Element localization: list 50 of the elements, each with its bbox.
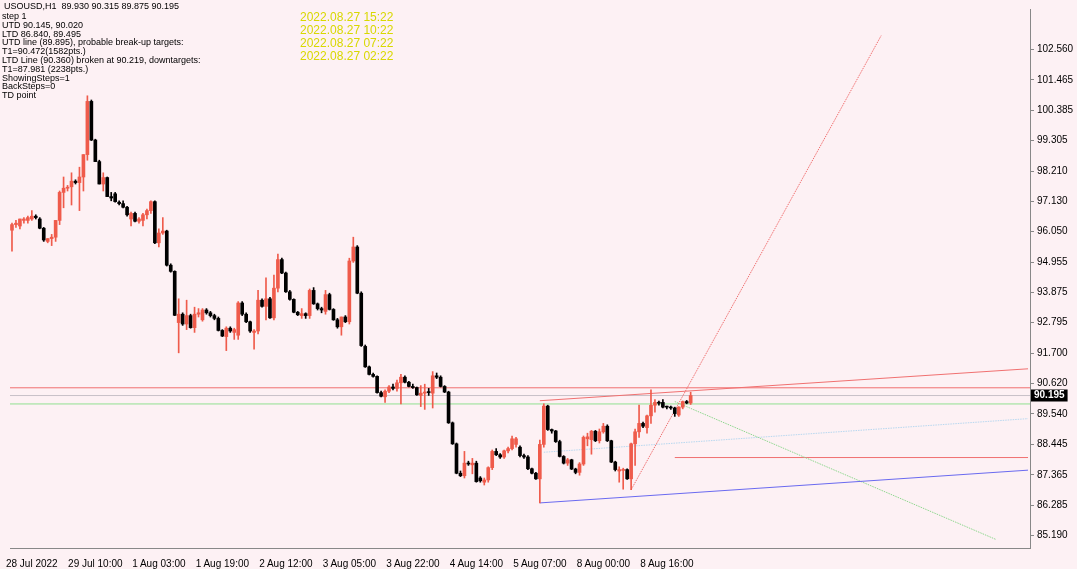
candlestick — [299, 308, 304, 319]
candlestick — [264, 277, 268, 321]
x-tick-label: 3 Aug 22:00 — [386, 557, 440, 569]
candlestick — [30, 210, 34, 221]
x-tick-label: 29 Jul 10:00 — [68, 557, 124, 569]
annotation: step 1 — [2, 10, 27, 21]
y-tick-label: 91.700 — [1037, 347, 1069, 359]
ref-line-label: 90.195 — [1034, 389, 1066, 401]
y-tick-label: 102.560 — [1037, 43, 1074, 55]
y-tick-label: 88.445 — [1037, 438, 1069, 450]
x-tick-label: 8 Aug 00:00 — [576, 557, 631, 569]
annotation: 2022.08.27 15:22 — [300, 10, 394, 25]
candlestick — [617, 466, 622, 483]
candlestick — [22, 217, 26, 224]
y-tick-label: 97.130 — [1037, 195, 1069, 207]
chart-title: USOUSD,H1 89.930 90.315 89.875 90.195 — [4, 0, 180, 11]
y-tick-label: 98.210 — [1037, 164, 1069, 176]
annotation: BackSteps=0 — [2, 81, 56, 92]
candlestick — [426, 388, 431, 396]
y-tick-label: 86.285 — [1037, 498, 1069, 510]
annotation: TD point — [2, 90, 37, 101]
y-tick-label: 87.365 — [1037, 468, 1069, 480]
annotation: 2022.08.27 07:22 — [300, 36, 394, 51]
y-tick-label: 99.305 — [1037, 134, 1069, 146]
x-tick-label: 1 Aug 03:00 — [132, 557, 186, 569]
annotation: LTD 86.840, 89.495 — [2, 28, 81, 39]
y-tick-label: 89.540 — [1037, 407, 1069, 419]
y-tick-label: 85.190 — [1037, 529, 1069, 541]
x-tick-label: 28 Jul 2022 — [5, 557, 59, 569]
x-tick-label: 4 Aug 14:00 — [449, 557, 504, 569]
annotation: 2022.08.27 10:22 — [300, 23, 394, 38]
x-tick-label: 2 Aug 12:00 — [259, 557, 313, 569]
x-tick-label: 1 Aug 19:00 — [195, 557, 250, 569]
x-tick-label: 5 Aug 07:00 — [513, 557, 567, 569]
annotation: UTD line (89.895), probable break-up targets: — [2, 37, 184, 48]
candlestick — [10, 222, 14, 252]
y-tick-label: 101.465 — [1037, 73, 1074, 85]
x-tick-label: 8 Aug 16:00 — [640, 557, 694, 569]
x-tick-label: 3 Aug 05:00 — [322, 557, 377, 569]
annotation: T1=90.472(1582pts.) — [2, 46, 86, 57]
annotation: 2022.08.27 02:22 — [300, 49, 394, 64]
candlestick — [399, 374, 403, 405]
y-tick-label: 94.955 — [1037, 256, 1069, 268]
y-tick-label: 96.050 — [1037, 225, 1069, 237]
y-tick-label: 90.620 — [1037, 377, 1069, 389]
y-tick-label: 100.385 — [1037, 103, 1074, 115]
y-tick-label: 93.875 — [1037, 286, 1069, 298]
candlestick — [176, 298, 181, 354]
annotation: UTD 90.145, 90.020 — [2, 19, 84, 30]
y-tick-label: 92.795 — [1037, 316, 1069, 328]
